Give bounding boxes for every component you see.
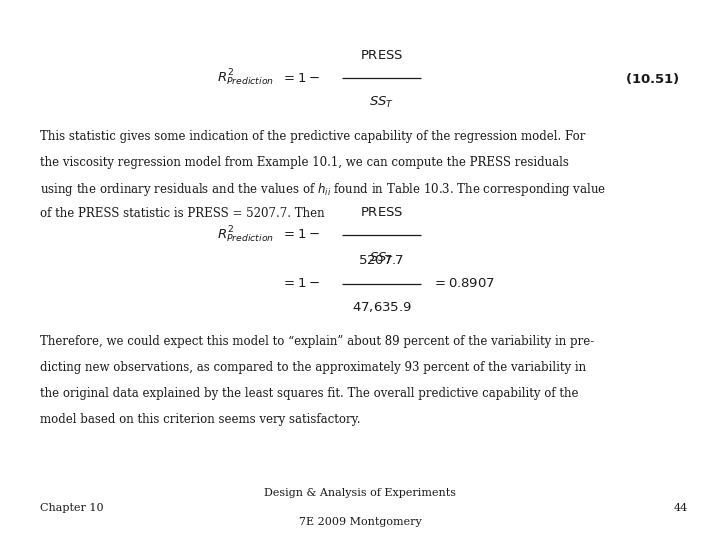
Text: 7E 2009 Montgomery: 7E 2009 Montgomery <box>299 517 421 528</box>
Text: model based on this criterion seems very satisfactory.: model based on this criterion seems very… <box>40 413 360 426</box>
Text: $\mathrm{PRESS}$: $\mathrm{PRESS}$ <box>360 206 403 219</box>
Text: $SS_T$: $SS_T$ <box>369 251 394 266</box>
Text: 44: 44 <box>673 503 688 512</box>
Text: $R^2_{\mathit{Prediction}}$: $R^2_{\mathit{Prediction}}$ <box>217 68 274 89</box>
Text: $= 1 -$: $= 1 -$ <box>281 228 320 241</box>
Text: $SS_T$: $SS_T$ <box>369 94 394 110</box>
Text: dicting new observations, as compared to the approximately 93 percent of the var: dicting new observations, as compared to… <box>40 361 586 374</box>
Text: $5207.7$: $5207.7$ <box>359 254 405 267</box>
Text: of the PRESS statistic is PRESS = 5207.7. Then: of the PRESS statistic is PRESS = 5207.7… <box>40 207 324 220</box>
Text: Therefore, we could expect this model to “explain” about 89 percent of the varia: Therefore, we could expect this model to… <box>40 335 594 348</box>
Text: the original data explained by the least squares fit. The overall predictive cap: the original data explained by the least… <box>40 387 578 400</box>
Text: Design & Analysis of Experiments: Design & Analysis of Experiments <box>264 488 456 498</box>
Text: This statistic gives some indication of the predictive capability of the regress: This statistic gives some indication of … <box>40 130 585 143</box>
Text: $= 0.8907$: $= 0.8907$ <box>432 277 495 290</box>
Text: $\mathrm{PRESS}$: $\mathrm{PRESS}$ <box>360 49 403 62</box>
Text: $47{,}635.9$: $47{,}635.9$ <box>351 300 412 314</box>
Text: $\mathbf{(10.51)}$: $\mathbf{(10.51)}$ <box>626 71 680 86</box>
Text: Chapter 10: Chapter 10 <box>40 503 103 512</box>
Text: the viscosity regression model from Example 10.1, we can compute the PRESS resid: the viscosity regression model from Exam… <box>40 156 569 168</box>
Text: $= 1 -$: $= 1 -$ <box>281 72 320 85</box>
Text: $= 1 -$: $= 1 -$ <box>281 277 320 290</box>
Text: using the ordinary residuals and the values of $h_{ii}$ found in Table 10.3. The: using the ordinary residuals and the val… <box>40 181 606 198</box>
Text: $R^2_{\mathit{Prediction}}$: $R^2_{\mathit{Prediction}}$ <box>217 225 274 245</box>
